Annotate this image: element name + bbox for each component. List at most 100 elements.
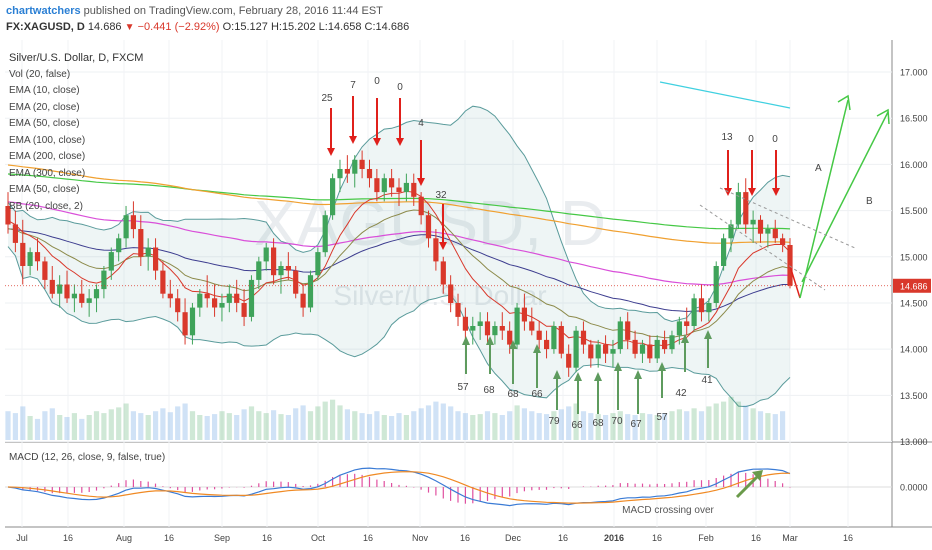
indicator-ema300[interactable]: EMA (300, close) — [9, 167, 86, 179]
up-arrow-label: 79 — [548, 416, 560, 427]
macd-legend[interactable]: MACD (12, 26, close, 9, false, true) — [9, 452, 166, 463]
candle-body — [352, 159, 358, 174]
macd-hist-bar — [516, 487, 518, 494]
indicator-ema20[interactable]: EMA (20, close) — [9, 101, 80, 113]
y-tick-label: 13.500 — [900, 391, 928, 401]
candle-body — [86, 298, 92, 303]
macd-hist-bar — [221, 487, 223, 489]
candle-body — [669, 335, 675, 350]
candle-body — [765, 229, 771, 234]
x-tick-label: 2016 — [604, 533, 624, 543]
candle-body — [566, 353, 572, 368]
candle-body — [691, 298, 697, 326]
volume-bar — [662, 413, 668, 440]
price-change: −0.441 (−2.92%) — [137, 21, 220, 33]
macd-hist-bar — [523, 487, 525, 492]
publisher-link[interactable]: chartwatchers — [6, 5, 81, 17]
candle-body — [160, 270, 166, 294]
volume-bar — [617, 411, 623, 440]
volume-bar — [42, 411, 48, 440]
volume-bar — [595, 414, 601, 440]
macd-annotation-arrowhead — [752, 470, 763, 481]
volume-bar — [536, 413, 542, 440]
volume-bar — [499, 415, 505, 440]
volume-bar — [374, 411, 380, 440]
macd-hist-bar — [51, 487, 53, 494]
up-arrow-icon — [574, 372, 582, 381]
up-arrow-icon — [614, 362, 622, 371]
projection-red-line — [789, 265, 801, 299]
indicator-bb[interactable]: BB (20, close, 2) — [9, 200, 83, 212]
last-price-box — [893, 278, 931, 293]
high-value: H:15.202 — [270, 21, 316, 33]
up-arrow-icon — [704, 330, 712, 339]
candle-body — [706, 303, 712, 313]
candle-body — [300, 293, 306, 308]
candle-body — [389, 178, 395, 188]
volume-bar — [551, 411, 557, 440]
macd-hist-bar — [560, 487, 562, 489]
up-arrow-icon — [681, 334, 689, 343]
macd-hist-bar — [22, 487, 24, 490]
macd-signal-line — [7, 471, 791, 504]
candle-body — [595, 344, 601, 359]
volume-bar — [507, 411, 513, 440]
volume-bar — [5, 411, 11, 440]
volume-bar — [256, 411, 262, 440]
up-arrow-icon — [658, 362, 666, 371]
projection-label-b: B — [866, 196, 873, 207]
volume-bar — [204, 416, 210, 440]
macd-hist-bar — [641, 483, 644, 487]
macd-hist-bar — [789, 487, 791, 488]
indicator-ema200[interactable]: EMA (200, close) — [9, 151, 86, 162]
candle-body — [418, 196, 424, 216]
x-tick-label: Oct — [311, 533, 326, 543]
candle-body — [662, 339, 668, 350]
volume-bar — [315, 406, 321, 440]
up-arrow-icon — [594, 372, 602, 381]
volume-bar — [544, 414, 550, 440]
indicator-ema100[interactable]: EMA (100, close) — [9, 134, 86, 146]
volume-bar — [448, 406, 454, 440]
x-tick-label: Feb — [698, 533, 714, 543]
macd-hist-bar — [501, 487, 503, 498]
candle-body — [123, 215, 129, 239]
volume-bar — [93, 411, 100, 440]
macd-hist-bar — [767, 478, 769, 487]
candle-body — [116, 238, 122, 253]
down-arrow-label: 13 — [721, 132, 733, 143]
low-value: L:14.658 — [318, 21, 362, 33]
price-chart[interactable]: 17.000 16.500 16.000 15.500 15.000 14.500 14.0… — [0, 40, 932, 550]
macd-hist-bar — [309, 485, 312, 487]
volume-bar — [197, 415, 203, 440]
candle-body — [344, 169, 350, 174]
indicator-ema50b[interactable]: EMA (50, close) — [9, 184, 80, 195]
candle-body — [130, 215, 136, 230]
bollinger-fill — [8, 106, 790, 407]
candle-body — [366, 169, 373, 179]
candle-body — [573, 330, 579, 368]
indicator-vol[interactable]: Vol (20, false) — [9, 68, 71, 80]
macd-hist-bar — [177, 487, 179, 491]
indicator-ema10[interactable]: EMA (10, close) — [9, 85, 80, 96]
candle-body — [750, 219, 756, 225]
published-text: published on TradingView.com, February 2… — [83, 5, 383, 17]
candle-body — [93, 289, 100, 299]
down-triangle-icon: ▼ — [124, 22, 135, 33]
down-arrow-icon — [396, 138, 404, 146]
up-arrow-label: 70 — [611, 416, 623, 427]
macd-hist-bar — [81, 487, 83, 493]
indicator-ema50[interactable]: EMA (50, close) — [9, 118, 80, 129]
candle-body — [684, 321, 690, 326]
volume-bar — [219, 411, 225, 440]
volume-bar — [212, 414, 218, 440]
x-tick-label: 16 — [363, 533, 373, 543]
volume-bar — [639, 413, 646, 440]
macd-hist-bar — [191, 487, 193, 492]
macd-hist-bar — [376, 479, 378, 487]
macd-hist-bar — [391, 483, 393, 487]
macd-annotation-arrow — [735, 472, 762, 499]
candle-body — [448, 284, 454, 303]
y-tick-label: 16.500 — [900, 114, 928, 124]
up-arrow-icon — [533, 344, 541, 353]
